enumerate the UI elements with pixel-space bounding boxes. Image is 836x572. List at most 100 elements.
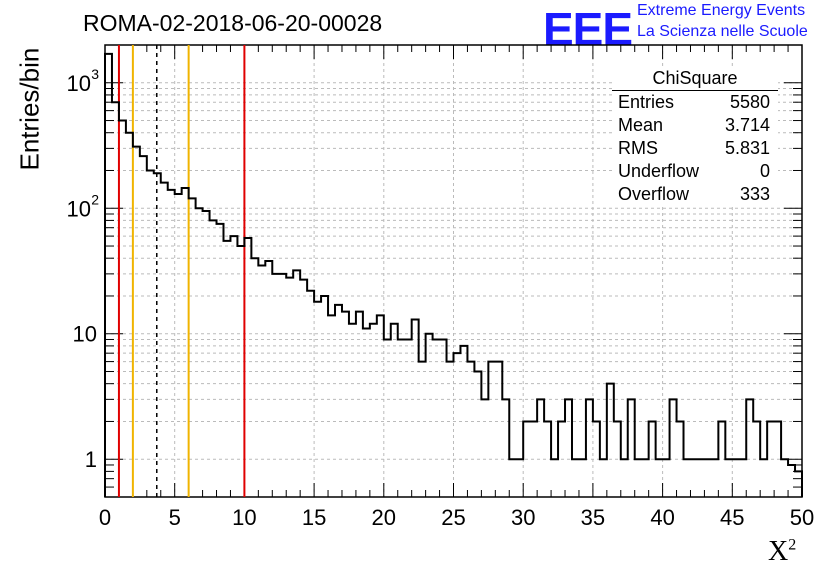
x-tick-label: 40 [650, 505, 674, 530]
histogram-bin [642, 459, 649, 497]
histogram-bin [481, 399, 488, 497]
histogram-bin [649, 421, 656, 497]
histogram-bin [746, 399, 753, 497]
x-tick-label: 15 [302, 505, 326, 530]
stats-row: RMS 5.831 [612, 137, 778, 160]
x-axis-label-sup: 2 [788, 536, 797, 554]
y-tick-label: 10 [67, 71, 91, 96]
histogram-bin [189, 198, 196, 497]
histogram-bin [272, 274, 279, 497]
logo-subtitle-2: La Scienza nelle Scuole [637, 23, 808, 40]
histogram-bin [530, 421, 537, 497]
histogram-bin [509, 459, 516, 497]
histogram-bin [607, 384, 614, 497]
histogram-bin [140, 156, 147, 497]
stats-value: 5580 [729, 92, 770, 112]
histogram-bin [237, 246, 244, 497]
histogram-bin [781, 459, 788, 497]
histogram-bin [537, 399, 544, 497]
stats-value: 0 [759, 161, 770, 181]
histogram-bin [412, 319, 419, 497]
histogram-bin [732, 459, 739, 497]
histogram-bin [586, 399, 593, 497]
histogram-bin [112, 102, 119, 497]
histogram-bin [516, 459, 523, 497]
histogram-bin [739, 459, 746, 497]
histogram-bin [300, 280, 307, 497]
x-axis-label: X2 [768, 536, 796, 568]
x-tick-label: 50 [790, 505, 814, 530]
stats-row: Mean 3.714 [612, 114, 778, 137]
x-tick-label: 45 [720, 505, 744, 530]
stats-row: Entries 5580 [612, 91, 778, 114]
histogram-bin [467, 362, 474, 497]
histogram-bin [684, 459, 691, 497]
histogram-bin [795, 471, 802, 497]
histogram-bin [133, 147, 140, 497]
histogram-bin [565, 399, 572, 497]
histogram-bin [384, 339, 391, 497]
histogram-bin [767, 421, 774, 497]
histogram-bin [600, 459, 607, 497]
histogram-bin [474, 372, 481, 497]
histogram-bin [126, 133, 133, 497]
histogram-bin [398, 339, 405, 497]
y-tick-label: 10 [67, 196, 91, 221]
histogram-bin [551, 459, 558, 497]
histogram-bin [147, 170, 154, 497]
histogram-bin [321, 296, 328, 497]
stats-title: ChiSquare [612, 68, 778, 91]
histogram-bin [223, 241, 230, 497]
stats-label: RMS [618, 138, 658, 158]
x-tick-label: 0 [99, 505, 111, 530]
histogram-bin [593, 421, 600, 497]
stats-value: 333 [739, 184, 770, 204]
histogram-bin [579, 459, 586, 497]
histogram-bin [760, 459, 767, 497]
histogram-bin [279, 274, 286, 497]
stats-row: Overflow 333 [612, 183, 778, 206]
histogram-bin [725, 459, 732, 497]
histogram-bin [168, 190, 175, 497]
histogram-bin [788, 465, 795, 497]
x-tick-label: 20 [372, 505, 396, 530]
histogram-bin [440, 339, 447, 497]
histogram-bin [307, 291, 314, 497]
histogram-bin [293, 270, 300, 497]
histogram-bin [454, 353, 461, 497]
histogram-bin [656, 459, 663, 497]
stats-value: 5.831 [724, 138, 770, 158]
histogram-bin [119, 121, 126, 497]
y-tick-label: 1 [85, 447, 97, 472]
histogram-bin [363, 329, 370, 497]
histogram-bin [203, 211, 210, 497]
histogram-bin [495, 362, 502, 497]
y-tick-label: 10 [73, 322, 97, 347]
histogram-bin [161, 183, 168, 497]
eee-logo: EEE [543, 3, 633, 55]
histogram-bin [523, 421, 530, 497]
histogram-bin [258, 265, 265, 497]
histogram-bin [328, 315, 335, 497]
histogram-bin [663, 459, 670, 497]
histogram-bin [244, 238, 251, 497]
histogram-bin [405, 339, 412, 497]
x-tick-label: 30 [511, 505, 535, 530]
histogram-bin [718, 421, 725, 497]
stats-row: Underflow 0 [612, 160, 778, 183]
histogram-bin [377, 315, 384, 497]
histogram-bin [614, 421, 621, 497]
histogram-bin [753, 421, 760, 497]
histogram-bin [182, 188, 189, 497]
histogram-bin [447, 362, 454, 497]
histogram-bin [572, 459, 579, 497]
histogram-bin [370, 324, 377, 497]
histogram-bin [677, 421, 684, 497]
histogram-bin [175, 194, 182, 497]
histogram-bin [251, 258, 258, 497]
x-tick-label: 5 [169, 505, 181, 530]
stats-label: Overflow [618, 184, 690, 204]
histogram-bin [433, 339, 440, 497]
histogram-bin [391, 324, 398, 497]
